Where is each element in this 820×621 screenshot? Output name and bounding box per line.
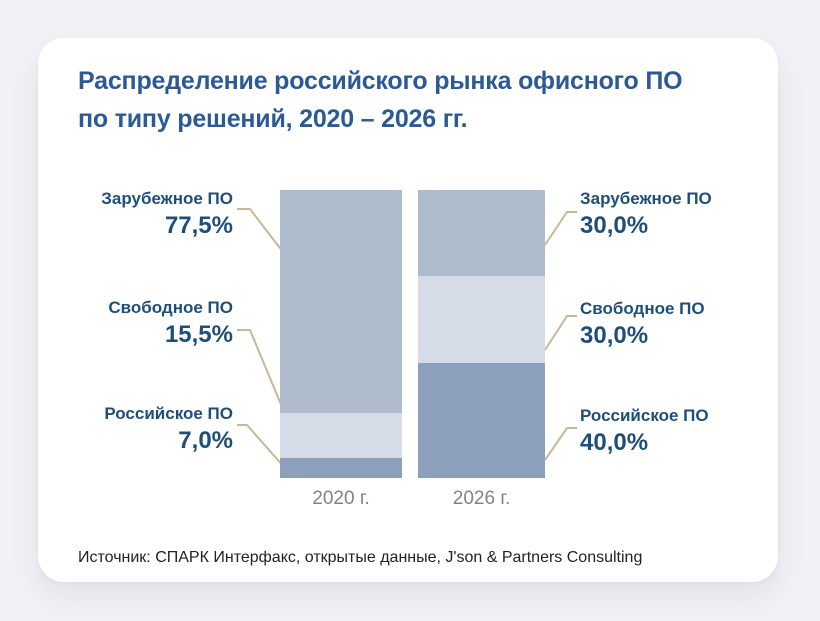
callout-left-free: Свободное ПО 15,5% [58,297,233,350]
chart-title: Распределение российского рынка офисного… [78,62,718,138]
leader-line-left-russian [237,424,285,468]
callout-label: Свободное ПО [108,298,233,317]
stacked-bar-2020 [280,190,402,478]
leader-line-right-russian [544,427,577,461]
bar-segment-зарубежное-по [280,190,402,414]
callout-right-free: Свободное ПО 30,0% [580,298,760,351]
callout-left-russian: Российское ПО 7,0% [58,403,233,456]
bar-segment-российское-по [418,362,545,478]
bar-segment-российское-по [280,457,402,478]
callout-label: Российское ПО [104,404,233,423]
bar-segment-зарубежное-по [418,190,545,277]
callout-label: Свободное ПО [580,299,705,318]
leader-line-right-free [544,315,577,351]
callout-left-foreign: Зарубежное ПО 77,5% [58,188,233,241]
callout-value: 7,0% [178,427,233,454]
bar-segment-свободное-по [418,276,545,363]
leader-line-right-foreign [544,211,577,246]
callout-value: 30,0% [580,212,649,239]
callout-value: 15,5% [164,321,233,348]
callout-value: 30,0% [580,322,649,349]
chart-title-line1: Распределение российского рынка офисного… [78,67,683,95]
callout-label: Зарубежное ПО [580,189,712,208]
x-axis-label-2020: 2020 г. [312,488,370,509]
bar-segment-свободное-по [280,413,402,458]
infographic-card: Распределение российского рынка офисного… [38,38,778,582]
x-axis-label-2026: 2026 г. [452,488,511,509]
chart-title-line2: по типу решений, 2020 – 2026 гг. [78,105,468,133]
callout-right-russian: Российское ПО 40,0% [580,405,760,458]
callout-label: Зарубежное ПО [101,189,233,208]
callout-label: Российское ПО [580,406,709,425]
callout-value: 77,5% [164,212,233,239]
leader-line-left-foreign [237,208,284,253]
callout-value: 40,0% [580,429,649,456]
source-note: Источник: СПАРК Интерфакс, открытые данн… [78,549,643,566]
stacked-bar-2026 [418,190,545,478]
callout-right-foreign: Зарубежное ПО 30,0% [580,188,760,241]
